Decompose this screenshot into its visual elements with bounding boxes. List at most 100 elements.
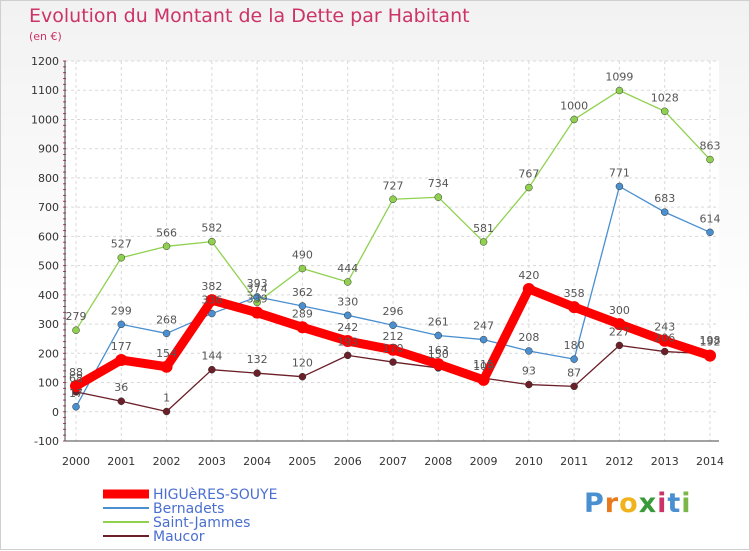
data-label: 863 [700, 140, 721, 153]
data-label: 93 [522, 365, 536, 378]
data-point [570, 382, 578, 391]
x-tick-label: 2001 [107, 455, 135, 468]
data-label: 767 [518, 168, 539, 181]
data-label: 1000 [560, 99, 588, 112]
data-label: 683 [654, 192, 675, 205]
data-point [389, 195, 397, 204]
x-tick-label: 2003 [198, 455, 226, 468]
data-point [160, 360, 173, 373]
data-label: 212 [383, 330, 404, 343]
data-label: 120 [292, 357, 313, 370]
data-point [70, 380, 82, 393]
y-tick-label: 100 [38, 377, 59, 390]
data-label: 582 [201, 222, 222, 235]
data-label: 154 [156, 347, 177, 360]
data-label: 227 [609, 325, 630, 338]
data-point [613, 318, 626, 331]
data-point [162, 242, 171, 251]
data-label: 734 [428, 177, 449, 190]
x-tick-label: 2010 [515, 455, 543, 468]
y-tick-label: 1000 [31, 113, 59, 126]
data-label: 279 [66, 310, 87, 323]
data-label: 261 [428, 315, 449, 328]
data-label: 243 [654, 321, 675, 334]
data-point [389, 321, 397, 329]
y-tick-label: 700 [38, 201, 59, 214]
data-label: 490 [292, 249, 313, 262]
data-point [434, 331, 443, 340]
y-tick-label: 400 [38, 289, 59, 302]
data-label: 88 [69, 366, 83, 379]
data-label: 1 [163, 391, 170, 404]
data-label: 163 [428, 344, 449, 357]
data-label: 566 [156, 226, 177, 239]
data-point [208, 309, 216, 318]
data-label: 296 [383, 305, 404, 318]
data-point [251, 306, 264, 319]
data-label: 247 [473, 320, 494, 333]
data-label: 170 [383, 342, 404, 355]
x-tick-label: 2000 [62, 455, 90, 468]
legend-label: HIGUèRES-SOUYE [153, 487, 277, 503]
data-point [298, 302, 307, 310]
x-tick-label: 2009 [470, 455, 498, 468]
y-tick-label: 900 [38, 143, 59, 156]
x-tick-label: 2011 [560, 455, 588, 468]
data-point [253, 293, 261, 301]
data-point [208, 237, 216, 246]
data-label: 208 [518, 331, 539, 344]
data-point [296, 321, 309, 334]
data-point [615, 182, 624, 191]
y-axis-unit: (en €) [29, 30, 62, 43]
data-label: 242 [337, 321, 358, 334]
y-tick-label: 200 [38, 347, 59, 360]
data-point [208, 365, 216, 374]
data-label: 268 [156, 313, 177, 326]
legend-label: Maucor [153, 529, 205, 545]
data-point [162, 329, 171, 338]
data-point [432, 358, 445, 371]
y-tick-label: 300 [38, 318, 59, 331]
x-tick-label: 2014 [696, 455, 724, 468]
data-point [660, 107, 669, 116]
data-label: 771 [609, 166, 630, 179]
x-tick-label: 2013 [651, 455, 679, 468]
x-tick-label: 2005 [288, 455, 316, 468]
data-point [477, 373, 490, 386]
data-point [660, 347, 669, 356]
y-tick-label: 1200 [31, 55, 59, 68]
data-label: 177 [111, 340, 132, 353]
data-label: 358 [564, 287, 585, 300]
data-point [706, 228, 714, 237]
data-point [115, 354, 128, 367]
data-point [341, 335, 354, 348]
data-point [117, 320, 126, 329]
data-point [389, 358, 397, 366]
data-label: 115 [473, 358, 494, 371]
data-point [568, 301, 581, 314]
x-tick-label: 2002 [153, 455, 181, 468]
data-point [253, 369, 261, 377]
y-tick-label: 500 [38, 260, 59, 273]
chart-title: Evolution du Montant de la Dette par Hab… [29, 5, 470, 27]
data-point [205, 294, 218, 307]
y-tick-label: 0 [52, 406, 59, 419]
data-label: 300 [609, 304, 630, 317]
data-point [615, 86, 624, 95]
data-point [615, 341, 624, 350]
data-label: 581 [473, 222, 494, 235]
data-label: 289 [292, 307, 313, 320]
data-label: 192 [700, 336, 721, 349]
data-label: 336 [201, 294, 222, 307]
x-tick-label: 2007 [379, 455, 407, 468]
y-tick-label: -100 [34, 435, 59, 448]
data-point [706, 155, 714, 164]
data-point [525, 347, 533, 355]
data-point [570, 115, 578, 124]
data-label: 362 [292, 286, 313, 299]
y-tick-label: 1100 [31, 84, 59, 97]
data-label: 87 [567, 366, 581, 379]
data-label: 444 [337, 262, 358, 275]
data-label: 206 [654, 332, 675, 345]
